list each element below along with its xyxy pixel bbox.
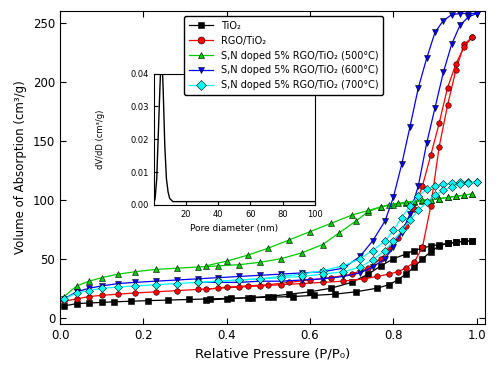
Y-axis label: Volume of Absorption (cm³/g): Volume of Absorption (cm³/g): [14, 80, 28, 254]
X-axis label: Relative Pressure (P/P₀): Relative Pressure (P/P₀): [195, 347, 350, 360]
Legend: TiO₂, RGO/TiO₂, S,N doped 5% RGO/TiO₂ (500°C), S,N doped 5% RGO/TiO₂ (600°C), S,: TiO₂, RGO/TiO₂, S,N doped 5% RGO/TiO₂ (5…: [184, 16, 384, 95]
